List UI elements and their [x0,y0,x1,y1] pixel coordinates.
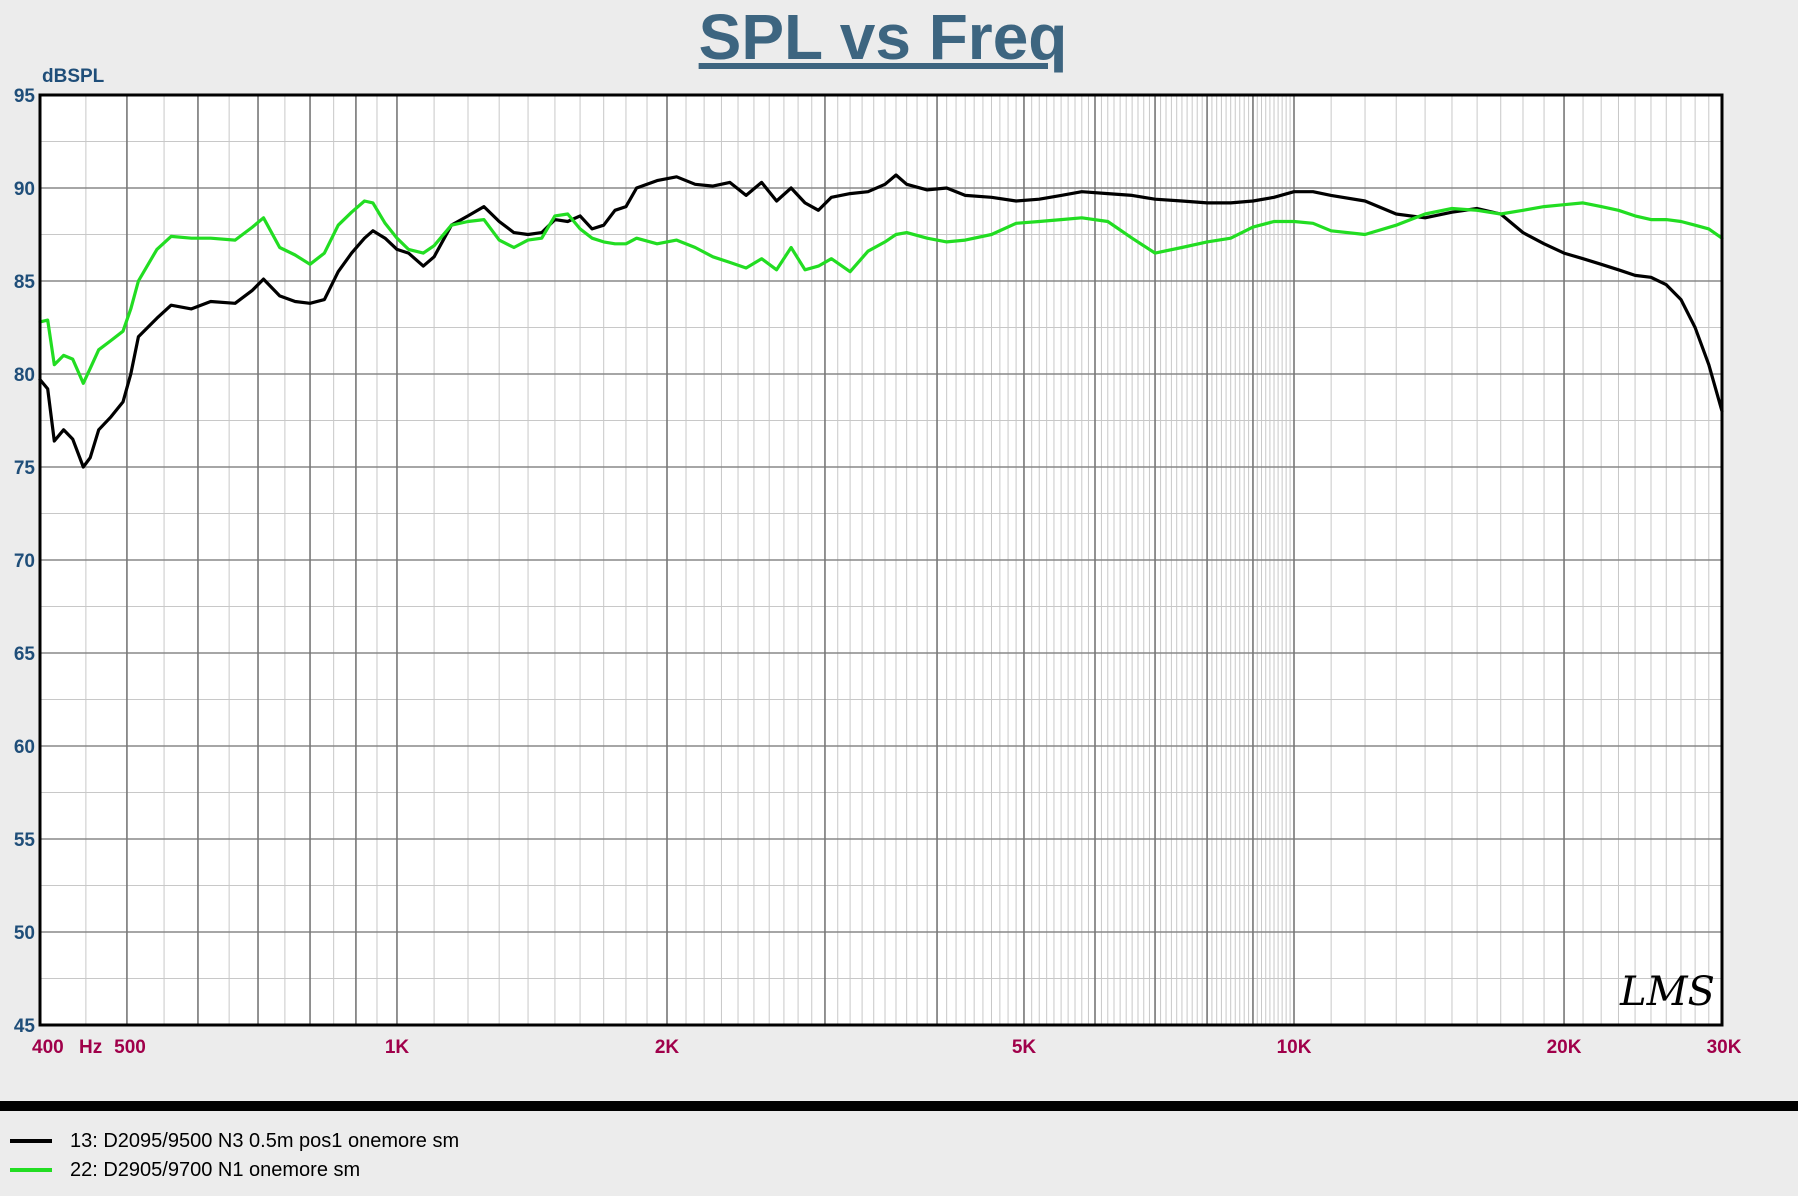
chart-title: SPL vs Freq [698,1,1068,73]
x-tick-label: 1K [385,1037,410,1058]
series-line-1 [38,199,1724,385]
y-tick-label: 90 [14,179,35,200]
x-tick-label: 500 [114,1037,146,1058]
y-tick-label: 65 [14,644,36,665]
plot-frame [38,93,1724,1027]
y-tick-label: 80 [14,365,35,386]
legend-label: 13: D2095/9500 N3 0.5m pos1 onemore sm [70,1129,460,1152]
y-axis-label: dBSPL [42,66,105,87]
legend-label: 22: D2905/9700 N1 onemore sm [70,1158,361,1181]
y-tick-label: 45 [14,1016,36,1037]
legend-item: 13: D2095/9500 N3 0.5m pos1 onemore sm [10,1128,459,1154]
x-tick-label: 400 [32,1037,64,1058]
legend-swatch [10,1168,52,1172]
y-tick-label: 70 [14,551,35,572]
y-tick-label: 75 [14,458,36,479]
y-tick-label: 85 [14,272,36,293]
watermark-text: LMS [1619,969,1715,1015]
legend-item: 22: D2905/9700 N1 onemore sm [10,1157,360,1183]
x-tick-label: 30K [1707,1037,1742,1058]
y-tick-label: 95 [14,86,36,107]
y-tick-label: 60 [14,737,35,758]
series-line-0 [38,173,1724,469]
x-tick-label: 5K [1012,1037,1037,1058]
x-tick-label: 10K [1277,1037,1312,1058]
legend-swatch [10,1139,52,1143]
watermark: LMS [1619,969,1715,1015]
x-axis-unit-label: Hz [79,1037,102,1058]
x-tick-label: 20K [1547,1037,1582,1058]
x-tick-label: 2K [655,1037,680,1058]
y-tick-label: 50 [14,923,35,944]
legend-divider [0,1101,1798,1111]
y-tick-label: 55 [14,830,36,851]
